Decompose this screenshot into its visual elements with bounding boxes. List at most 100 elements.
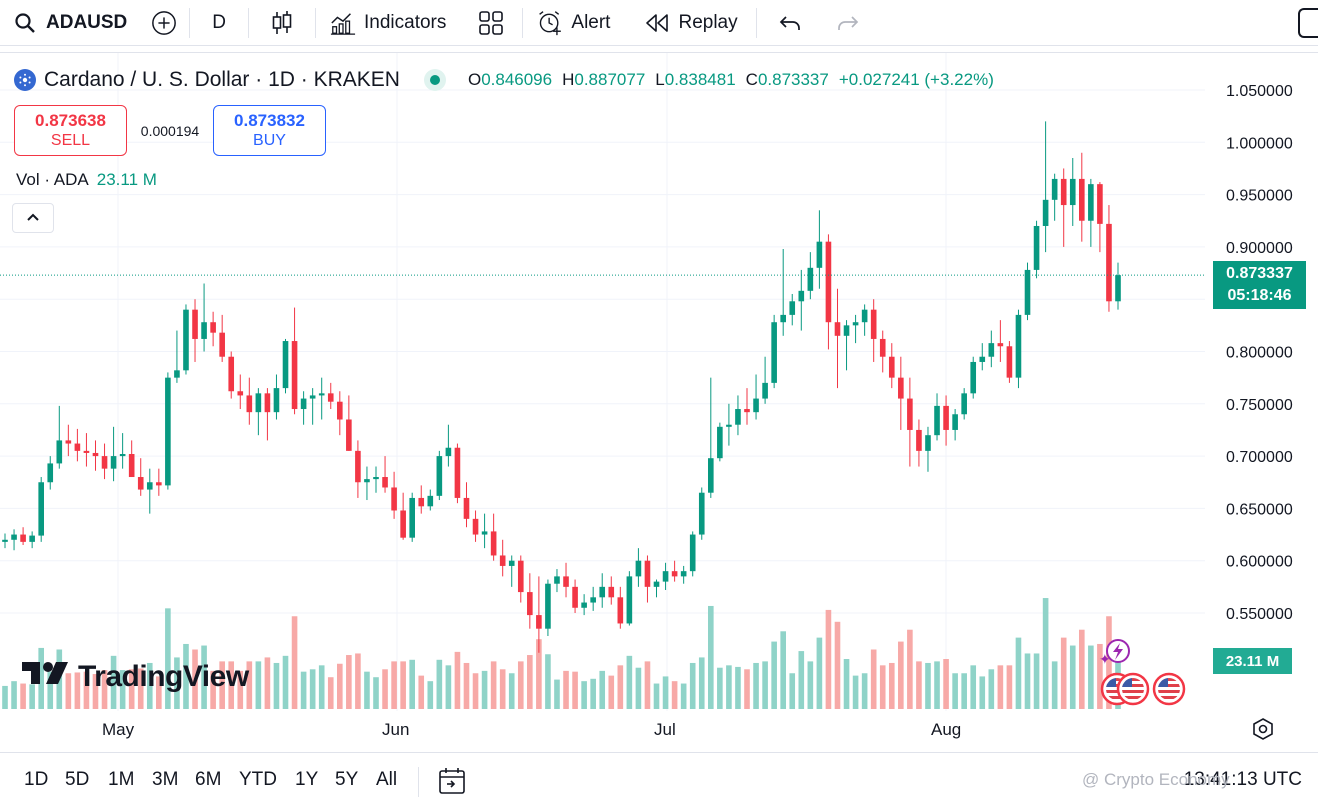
candle-body[interactable] bbox=[753, 398, 759, 413]
candle-body[interactable] bbox=[1051, 178, 1058, 200]
alert-button[interactable]: Alert bbox=[523, 0, 624, 46]
candle-body[interactable] bbox=[626, 576, 633, 624]
layout-menu-button[interactable] bbox=[1298, 8, 1318, 38]
candle-body[interactable] bbox=[789, 301, 796, 315]
candle-body[interactable] bbox=[671, 571, 678, 577]
range-6m-button[interactable]: 6M bbox=[195, 769, 222, 790]
replay-button[interactable]: Replay bbox=[624, 0, 755, 46]
candle-body[interactable] bbox=[735, 409, 741, 425]
candle-body[interactable] bbox=[807, 267, 814, 291]
candle-body[interactable] bbox=[146, 482, 153, 490]
candle-body[interactable] bbox=[119, 454, 126, 457]
candle-body[interactable] bbox=[174, 370, 180, 378]
candle-body[interactable] bbox=[545, 583, 551, 629]
chart-settings-button[interactable] bbox=[1250, 717, 1276, 744]
candle-body[interactable] bbox=[934, 405, 940, 436]
candle-body[interactable] bbox=[617, 597, 624, 624]
range-5y-button[interactable]: 5Y bbox=[335, 769, 359, 790]
candle-body[interactable] bbox=[490, 531, 497, 556]
candle-body[interactable] bbox=[689, 534, 696, 572]
candle-body[interactable] bbox=[1078, 178, 1085, 221]
candle-body[interactable] bbox=[771, 322, 777, 383]
candle-body[interactable] bbox=[536, 615, 542, 629]
candle-body[interactable] bbox=[834, 322, 841, 336]
candle-body[interactable] bbox=[183, 309, 189, 371]
candle-body[interactable] bbox=[165, 377, 171, 486]
candle-body[interactable] bbox=[56, 440, 63, 464]
candle-body[interactable] bbox=[264, 393, 271, 413]
candle-body[interactable] bbox=[961, 393, 967, 415]
candle-body[interactable] bbox=[590, 597, 596, 603]
candle-body[interactable] bbox=[137, 477, 144, 490]
candle-body[interactable] bbox=[717, 426, 723, 459]
candle-body[interactable] bbox=[201, 322, 207, 339]
candle-body[interactable] bbox=[400, 510, 406, 538]
economic-events-markers[interactable] bbox=[1100, 672, 1186, 711]
candle-body[interactable] bbox=[1006, 346, 1013, 378]
candle-body[interactable] bbox=[726, 424, 732, 427]
collapse-legend-button[interactable] bbox=[12, 203, 54, 233]
candle-body[interactable] bbox=[554, 576, 560, 584]
candle-body[interactable] bbox=[192, 309, 198, 339]
candle-body[interactable] bbox=[925, 435, 931, 451]
candle-body[interactable] bbox=[798, 290, 805, 302]
candle-body[interactable] bbox=[382, 477, 388, 488]
candle-body[interactable] bbox=[979, 356, 986, 362]
candle-body[interactable] bbox=[101, 456, 108, 469]
chart-pane[interactable]: 1.0500001.0000000.9500000.9000000.850000… bbox=[0, 52, 1318, 711]
candle-body[interactable] bbox=[463, 497, 470, 519]
candle-body[interactable] bbox=[608, 586, 615, 598]
candle-body[interactable] bbox=[418, 497, 425, 507]
us-flag-icon[interactable] bbox=[1152, 672, 1186, 711]
chart-type-button[interactable] bbox=[249, 0, 315, 46]
candle-body[interactable] bbox=[1033, 225, 1040, 270]
candle-body[interactable] bbox=[74, 443, 81, 451]
candle-body[interactable] bbox=[1106, 223, 1112, 302]
indicators-button[interactable]: Indicators bbox=[316, 0, 460, 46]
go-to-date-button[interactable] bbox=[436, 765, 468, 797]
candle-body[interactable] bbox=[916, 429, 922, 451]
candle-body[interactable] bbox=[273, 388, 280, 413]
candle-body[interactable] bbox=[409, 497, 416, 538]
candle-body[interactable] bbox=[1042, 199, 1049, 226]
symbol-title[interactable]: Cardano / U. S. Dollar · 1D · KRAKEN bbox=[44, 68, 400, 91]
candle-body[interactable] bbox=[816, 241, 823, 268]
candle-body[interactable] bbox=[228, 356, 235, 392]
candle-body[interactable] bbox=[707, 458, 714, 493]
market-open-status-icon[interactable] bbox=[423, 69, 446, 91]
candle-body[interactable] bbox=[445, 447, 452, 457]
candle-body[interactable] bbox=[635, 560, 642, 577]
candle-body[interactable] bbox=[355, 450, 361, 483]
candle-body[interactable] bbox=[110, 456, 117, 469]
tradingview-logo[interactable]: TradingView bbox=[20, 658, 249, 696]
range-1m-button[interactable]: 1M bbox=[108, 769, 135, 790]
candle-body[interactable] bbox=[336, 401, 343, 420]
sell-button[interactable]: 0.873638 SELL bbox=[14, 105, 127, 156]
candle-body[interactable] bbox=[861, 309, 868, 323]
us-flag-icon[interactable] bbox=[1116, 672, 1150, 711]
interval-button[interactable]: D bbox=[190, 0, 248, 46]
range-ytd-button[interactable]: YTD bbox=[239, 769, 277, 790]
candle-body[interactable] bbox=[653, 581, 660, 587]
candle-body[interactable] bbox=[563, 576, 569, 587]
candle-body[interactable] bbox=[581, 602, 587, 608]
range-all-button[interactable]: All bbox=[376, 769, 398, 790]
candle-body[interactable] bbox=[572, 586, 578, 608]
candle-body[interactable] bbox=[1024, 269, 1031, 315]
range-3m-button[interactable]: 3M bbox=[152, 769, 179, 790]
candle-body[interactable] bbox=[508, 560, 515, 566]
candle-body[interactable] bbox=[870, 309, 877, 339]
volume-legend[interactable]: Vol · ADA 23.11 M bbox=[16, 170, 157, 190]
candle-body[interactable] bbox=[282, 341, 289, 389]
undo-button[interactable] bbox=[757, 0, 823, 46]
candle-body[interactable] bbox=[246, 395, 253, 413]
candle-body[interactable] bbox=[499, 555, 506, 566]
candle-body[interactable] bbox=[907, 398, 913, 430]
candle-body[interactable] bbox=[1069, 178, 1076, 206]
candle-body[interactable] bbox=[879, 338, 886, 357]
candle-body[interactable] bbox=[843, 325, 850, 336]
candle-body[interactable] bbox=[762, 382, 768, 399]
layouts-button[interactable] bbox=[460, 0, 522, 46]
candle-body[interactable] bbox=[427, 495, 434, 507]
buy-button[interactable]: 0.873832 BUY bbox=[213, 105, 326, 156]
